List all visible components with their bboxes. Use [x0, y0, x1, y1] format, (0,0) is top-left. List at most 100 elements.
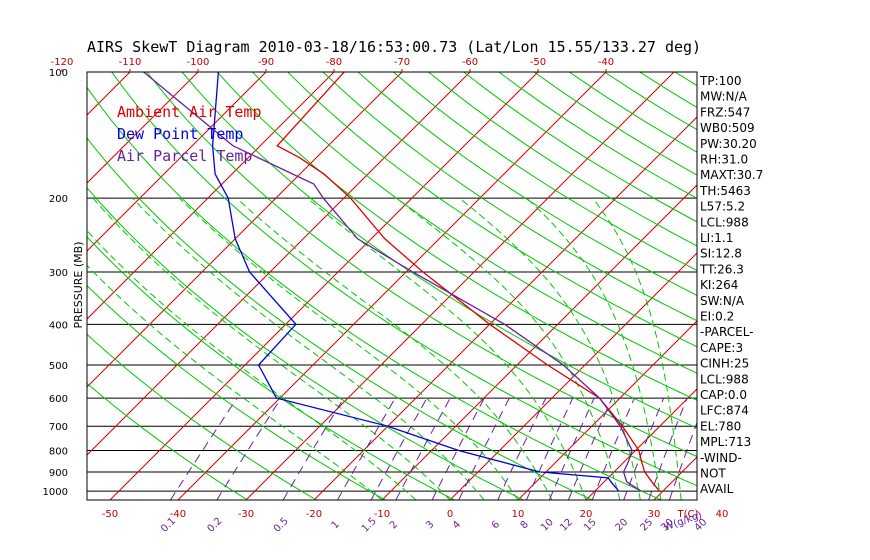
moist-adiabat--10	[87, 264, 383, 500]
isotherm-20	[585, 388, 697, 500]
isotherm-30	[653, 456, 697, 500]
isotherm--30	[245, 72, 675, 500]
ambient-air-temp-line	[276, 72, 661, 492]
top-temp-tick--60: -60	[462, 57, 478, 68]
pressure-tick-1000: 1000	[43, 487, 68, 498]
mixing-line-8	[526, 397, 574, 500]
index-item-25: NOT	[700, 467, 726, 481]
mixing-line-12	[567, 397, 613, 500]
mixing-line-2	[395, 397, 451, 500]
isotherm--110	[87, 72, 131, 116]
dry-adiabat-320	[146, 72, 697, 458]
legend: Ambient Air Temp Dew Point Temp Air Parcel…	[117, 103, 262, 165]
dew-point-temp-line	[211, 72, 620, 492]
isotherm--60	[87, 72, 471, 456]
index-item-10: LI:1.1	[700, 231, 733, 245]
dry-adiabat-370	[322, 72, 697, 322]
index-item-2: FRZ:547	[700, 105, 750, 119]
moist-adiabat-0	[92, 197, 451, 500]
index-item-4: PW:30.20	[700, 137, 757, 151]
moist-adiabat-31	[526, 197, 662, 500]
dry-adiabat-340	[216, 72, 697, 401]
bottom-temp-tick--10: -10	[374, 509, 390, 520]
top-temp-tick--80: -80	[326, 57, 342, 68]
index-item-12: TT:26.3	[699, 262, 744, 276]
pressure-tick-400: 400	[49, 320, 68, 331]
bottom-temp-tick-10: 10	[512, 509, 525, 520]
pressure-tick-700: 700	[49, 422, 68, 433]
index-item-0: TP:100	[699, 74, 742, 88]
top-temp-tick--110: -110	[119, 57, 142, 68]
isotherm--10	[381, 184, 697, 500]
index-item-13: KI:264	[700, 278, 738, 292]
top-temp-tick--100: -100	[187, 57, 210, 68]
isotherm-0	[449, 252, 697, 500]
dry-adiabat-300	[87, 86, 662, 500]
bottom-temp-tick--20: -20	[306, 509, 322, 520]
isotherm--40	[177, 72, 607, 500]
moist-adiabat-5	[132, 197, 485, 500]
moist-adiabat-28	[459, 197, 641, 500]
moist-adiabat-20	[307, 197, 587, 500]
mixing-line-1	[337, 397, 396, 500]
index-item-8: L57:5.2	[700, 200, 745, 214]
index-item-9: LCL:988	[700, 215, 749, 229]
index-item-17: CAPE:3	[700, 341, 743, 355]
pressure-tick-900: 900	[49, 468, 68, 479]
isotherm--80	[87, 72, 335, 320]
index-item-22: EL:780	[700, 419, 741, 433]
pressure-tick-800: 800	[49, 447, 68, 458]
index-item-21: LFC:874	[700, 404, 749, 418]
index-item-20: CAP:0.0	[700, 388, 747, 402]
dry-adiabat-280	[87, 186, 524, 500]
dry-adiabat-390	[392, 72, 697, 271]
plot-area	[0, 72, 870, 500]
legend-item-0: Ambient Air Temp	[117, 103, 262, 121]
mixing-ratio-tick-10: 10	[539, 517, 556, 534]
isotherm--90	[87, 72, 267, 252]
mixing-ratio-tick-1: 1	[330, 519, 342, 531]
plot-frame	[86, 71, 698, 501]
y-axis-label: PRESSURE (MB)	[72, 242, 85, 329]
mixing-line-0.1	[169, 397, 238, 500]
dry-adiabat-260	[87, 284, 386, 500]
dry-adiabat-410	[463, 72, 697, 223]
isotherm-50	[790, 72, 870, 500]
pressure-tick-600: 600	[49, 394, 68, 405]
dry-adiabat-310	[111, 72, 697, 487]
mixing-ratio-tick-2: 2	[388, 519, 400, 531]
bottom-temp-tick-20: 20	[580, 509, 593, 520]
mixing-ratio-tick-12: 12	[558, 517, 575, 534]
mixing-line-10	[548, 397, 595, 500]
dry-adiabat-250	[87, 333, 317, 500]
air-parcel-temp-line	[143, 72, 642, 492]
isotherm--20	[313, 116, 697, 500]
dry-adiabat-360	[287, 72, 697, 348]
bottom-temp-tick-40: 40	[716, 509, 729, 520]
index-item-26: AVAIL	[700, 482, 734, 496]
bottom-temp-tick--30: -30	[238, 509, 254, 520]
dry-adiabat-400	[428, 72, 697, 247]
isotherm--70	[87, 72, 403, 388]
pressure-tick-500: 500	[49, 361, 68, 372]
dry-adiabat-350	[252, 72, 697, 374]
mixing-line-1.5	[370, 397, 428, 500]
index-item-1: MW:N/A	[700, 90, 748, 104]
mixing-line-20	[623, 397, 665, 500]
moist-adiabat-34	[592, 197, 682, 500]
legend-item-1: Dew Point Temp	[117, 125, 243, 143]
index-item-3: WB0:509	[700, 121, 755, 135]
bottom-temp-tick-0: 0	[447, 509, 453, 520]
isotherm--120	[0, 72, 62, 500]
moist-adiabat--5	[87, 229, 417, 500]
pressure-tick-200: 200	[49, 194, 68, 205]
dry-adiabat-270	[87, 236, 455, 500]
index-item-23: MPL:713	[700, 435, 751, 449]
bottom-temp-tick--50: -50	[102, 509, 118, 520]
index-item-16: -PARCEL-	[700, 325, 754, 339]
moist-adiabat-25	[396, 197, 621, 500]
moist-adiabat-15	[236, 197, 553, 500]
moist-adiabat-10	[179, 197, 519, 500]
